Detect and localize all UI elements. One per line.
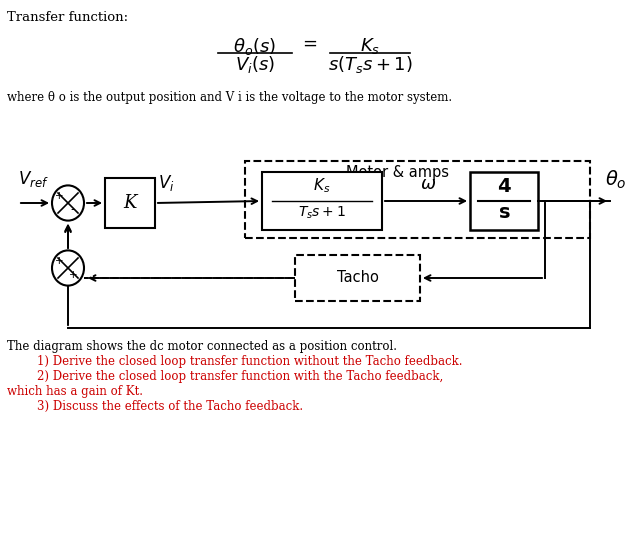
- Text: $V_i$: $V_i$: [158, 173, 175, 193]
- Text: -: -: [71, 204, 75, 216]
- Text: +: +: [54, 256, 63, 266]
- Bar: [245, 161, 590, 238]
- Text: $\theta_o$: $\theta_o$: [605, 169, 627, 191]
- Text: $\theta_o(s)$: $\theta_o(s)$: [234, 36, 277, 57]
- Ellipse shape: [52, 185, 84, 221]
- Text: $K_s$: $K_s$: [313, 176, 330, 195]
- Text: $s(T_s s+1)$: $s(T_s s+1)$: [328, 54, 413, 75]
- Text: $V_{ref}$: $V_{ref}$: [18, 169, 49, 189]
- Text: 1) Derive the closed loop transfer function without the Tacho feedback.: 1) Derive the closed loop transfer funct…: [7, 355, 463, 368]
- Text: The diagram shows the dc motor connected as a position control.: The diagram shows the dc motor connected…: [7, 340, 397, 353]
- Text: Tacho: Tacho: [337, 271, 379, 286]
- Ellipse shape: [52, 251, 84, 286]
- Bar: [470, 172, 538, 230]
- Text: 2) Derive the closed loop transfer function with the Tacho feedback,: 2) Derive the closed loop transfer funct…: [7, 370, 443, 383]
- Text: Motor & amps: Motor & amps: [346, 165, 449, 180]
- Text: which has a gain of Kt.: which has a gain of Kt.: [7, 385, 143, 398]
- Text: K: K: [123, 194, 137, 212]
- Text: $V_i(s)$: $V_i(s)$: [235, 54, 275, 75]
- Text: $T_s s+1$: $T_s s+1$: [298, 205, 346, 221]
- Text: +: +: [69, 270, 77, 280]
- Text: where θ o is the output position and V i is the voltage to the motor system.: where θ o is the output position and V i…: [7, 91, 452, 104]
- Text: +: +: [54, 191, 63, 201]
- Text: $K_s$: $K_s$: [360, 36, 380, 56]
- Bar: [105, 178, 155, 228]
- Text: 3) Discuss the effects of the Tacho feedback.: 3) Discuss the effects of the Tacho feed…: [7, 400, 303, 413]
- Text: $=$: $=$: [299, 34, 317, 52]
- Text: $\mathbf{s}$: $\mathbf{s}$: [498, 204, 510, 222]
- Text: Transfer function:: Transfer function:: [7, 11, 128, 24]
- Text: $\mathbf{4}$: $\mathbf{4}$: [497, 178, 511, 196]
- Text: $\omega$: $\omega$: [420, 175, 436, 193]
- Bar: [262, 172, 382, 230]
- Bar: [295, 255, 420, 301]
